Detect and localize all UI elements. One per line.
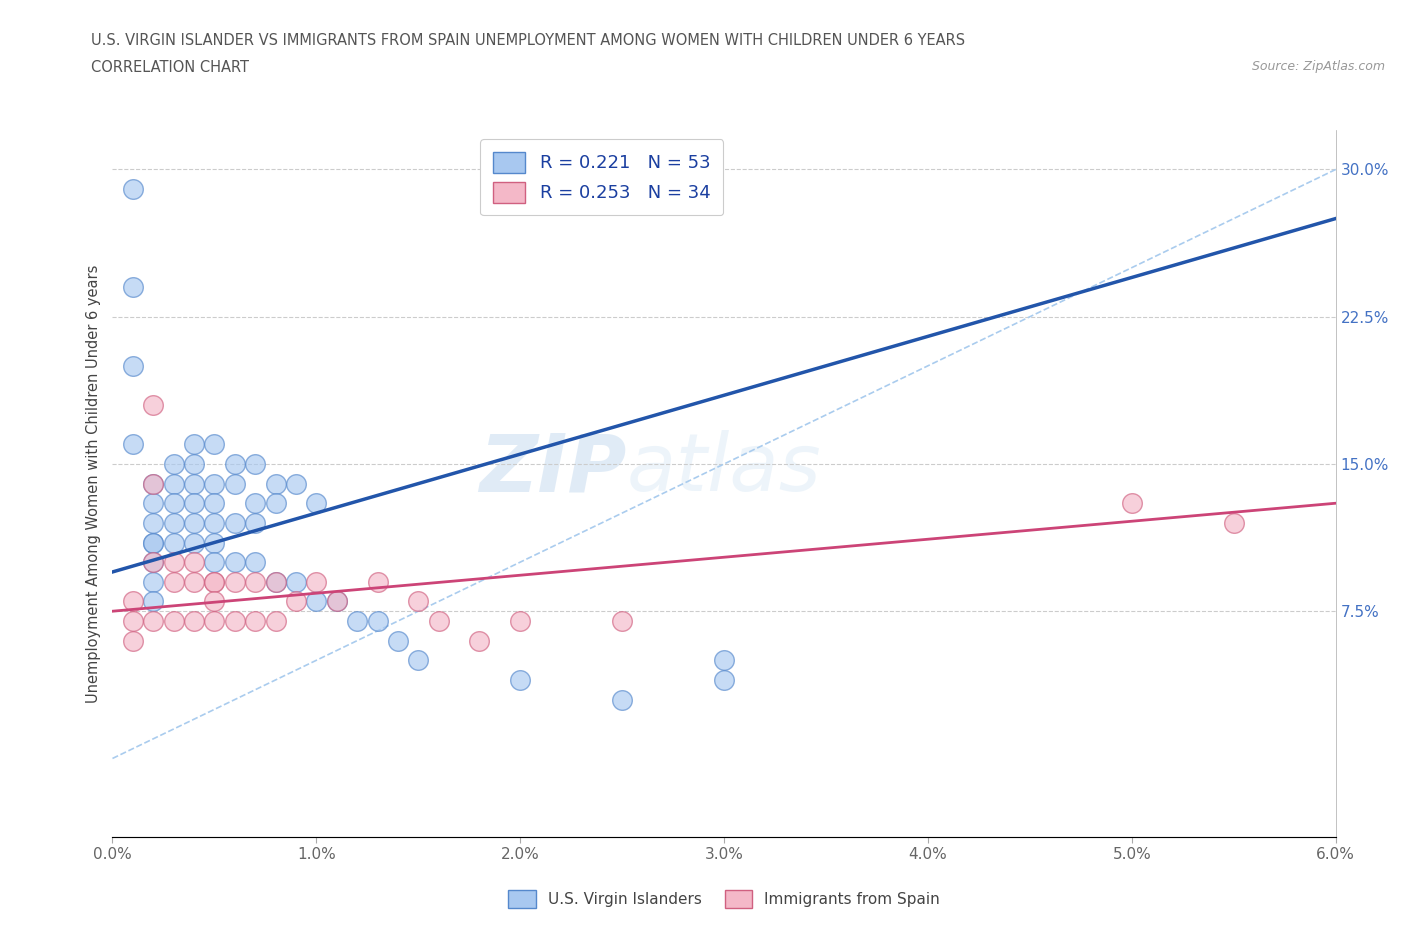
Point [204, 476, 226, 491]
Point [163, 476, 186, 491]
Point [326, 594, 349, 609]
Point [346, 614, 368, 629]
Point [204, 496, 226, 511]
Point [367, 575, 389, 590]
Point [224, 554, 246, 569]
Point [204, 515, 226, 530]
Point [245, 575, 267, 590]
Point [183, 614, 205, 629]
Point [142, 594, 165, 609]
Point [183, 496, 205, 511]
Point [142, 476, 165, 491]
Point [1121, 496, 1143, 511]
Point [713, 653, 735, 668]
Point [122, 358, 145, 373]
Point [163, 614, 186, 629]
Point [326, 594, 349, 609]
Point [183, 515, 205, 530]
Point [142, 496, 165, 511]
Text: U.S. VIRGIN ISLANDER VS IMMIGRANTS FROM SPAIN UNEMPLOYMENT AMONG WOMEN WITH CHIL: U.S. VIRGIN ISLANDER VS IMMIGRANTS FROM … [91, 33, 966, 47]
Point [183, 457, 205, 472]
Y-axis label: Unemployment Among Women with Children Under 6 years: Unemployment Among Women with Children U… [86, 264, 101, 703]
Point [264, 614, 287, 629]
Point [224, 476, 246, 491]
Point [204, 575, 226, 590]
Point [305, 575, 328, 590]
Point [204, 554, 226, 569]
Point [122, 614, 145, 629]
Point [284, 594, 308, 609]
Point [408, 594, 430, 609]
Point [264, 496, 287, 511]
Point [612, 692, 634, 707]
Point [163, 575, 186, 590]
Point [142, 614, 165, 629]
Point [224, 515, 246, 530]
Point [163, 535, 186, 550]
Point [163, 457, 186, 472]
Point [427, 614, 450, 629]
Point [468, 633, 491, 648]
Point [122, 181, 145, 196]
Point [122, 594, 145, 609]
Point [142, 554, 165, 569]
Point [224, 614, 246, 629]
Point [245, 515, 267, 530]
Point [142, 535, 165, 550]
Point [183, 554, 205, 569]
Point [387, 633, 409, 648]
Point [1223, 515, 1246, 530]
Point [224, 457, 246, 472]
Point [142, 476, 165, 491]
Point [163, 496, 186, 511]
Point [224, 575, 246, 590]
Point [204, 437, 226, 452]
Legend: U.S. Virgin Islanders, Immigrants from Spain: U.S. Virgin Islanders, Immigrants from S… [502, 884, 946, 914]
Point [245, 554, 267, 569]
Point [163, 554, 186, 569]
Point [305, 496, 328, 511]
Point [612, 614, 634, 629]
Text: atlas: atlas [626, 431, 821, 509]
Point [142, 515, 165, 530]
Point [245, 457, 267, 472]
Point [204, 535, 226, 550]
Point [367, 614, 389, 629]
Point [509, 614, 531, 629]
Point [284, 476, 308, 491]
Text: CORRELATION CHART: CORRELATION CHART [91, 60, 249, 75]
Point [142, 575, 165, 590]
Point [142, 554, 165, 569]
Point [284, 575, 308, 590]
Point [245, 614, 267, 629]
Point [183, 535, 205, 550]
Point [142, 535, 165, 550]
Point [183, 575, 205, 590]
Point [713, 672, 735, 687]
Point [509, 672, 531, 687]
Point [408, 653, 430, 668]
Point [305, 594, 328, 609]
Point [183, 437, 205, 452]
Point [204, 594, 226, 609]
Text: ZIP: ZIP [479, 431, 626, 509]
Point [264, 575, 287, 590]
Point [204, 614, 226, 629]
Point [183, 476, 205, 491]
Point [204, 575, 226, 590]
Point [264, 476, 287, 491]
Point [122, 633, 145, 648]
Text: Source: ZipAtlas.com: Source: ZipAtlas.com [1251, 60, 1385, 73]
Point [264, 575, 287, 590]
Point [122, 437, 145, 452]
Point [245, 496, 267, 511]
Point [163, 515, 186, 530]
Point [122, 280, 145, 295]
Point [142, 398, 165, 413]
